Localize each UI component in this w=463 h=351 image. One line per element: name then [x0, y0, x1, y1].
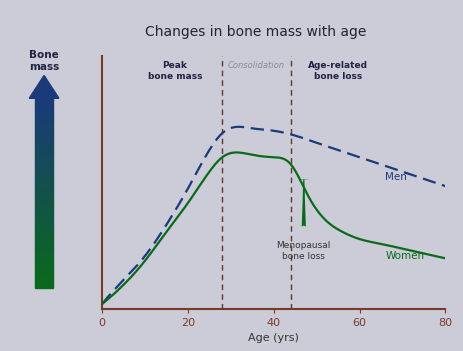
- Text: Age-related
bone loss: Age-related bone loss: [307, 61, 367, 81]
- Text: Men: Men: [385, 172, 407, 181]
- Text: Changes in bone mass with age: Changes in bone mass with age: [144, 25, 365, 39]
- X-axis label: Age (yrs): Age (yrs): [248, 333, 299, 344]
- Text: Women: Women: [385, 251, 424, 261]
- Text: Peak
bone mass: Peak bone mass: [148, 61, 202, 81]
- Text: Bone
mass: Bone mass: [29, 50, 59, 72]
- Text: Menopausal
bone loss: Menopausal bone loss: [276, 241, 330, 261]
- Text: Consolidation: Consolidation: [228, 61, 284, 70]
